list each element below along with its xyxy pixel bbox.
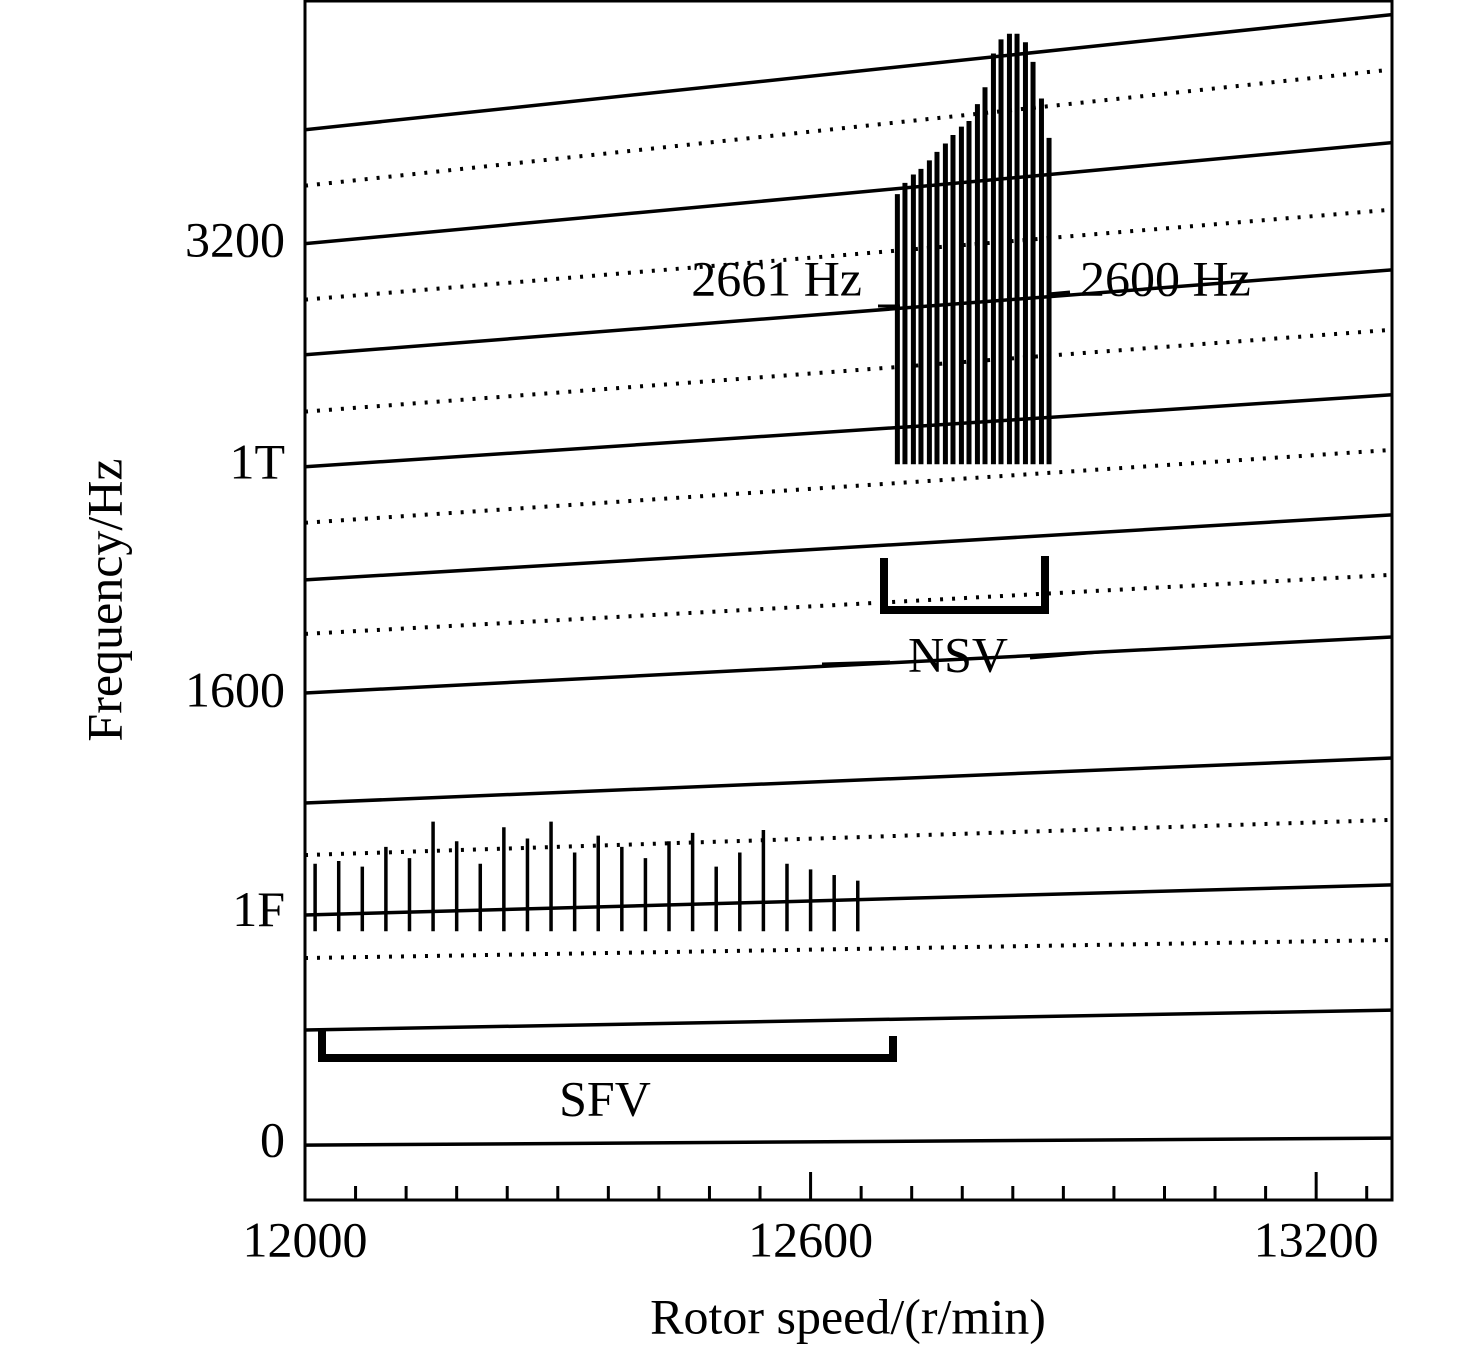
order-line [305,140,1392,246]
order-line [305,513,1392,582]
nsv-bracket [880,556,1049,614]
sfv-bracket [318,1030,897,1062]
order-line [305,393,1392,469]
y-axis-label: Frequency/Hz [76,458,132,741]
annotation: NSV [908,626,1008,682]
order-line [305,883,1392,917]
order-line [305,12,1392,132]
order-line [305,1008,1392,1032]
x-tick-label: 12600 [748,1211,873,1267]
y-tick-label: 0 [260,1112,285,1168]
annotation: SFV [559,1070,651,1126]
y-tick-label: 1F [232,881,285,937]
order-line-dotted [305,207,1392,302]
annotation: 2661 Hz [691,250,862,306]
x-tick-label: 12000 [243,1211,368,1267]
order-line-dotted [305,327,1392,414]
annotation: 2600 Hz [1080,250,1251,306]
order-line [305,1136,1392,1147]
x-axis-label: Rotor speed/(r/min) [650,1288,1046,1344]
order-line [305,635,1392,695]
order-line-dotted [305,572,1392,636]
order-line [305,268,1392,357]
y-tick-label: 1T [229,434,285,490]
x-tick-label: 13200 [1254,1211,1379,1267]
order-line-dotted [305,447,1392,525]
order-line-dotted [305,817,1392,858]
plot-frame [303,0,1394,1202]
y-tick-label: 3200 [185,211,285,267]
order-line [305,756,1392,805]
leader-line [1047,290,1071,296]
order-line-dotted [305,67,1392,188]
y-tick-label: 1600 [185,661,285,717]
order-line-dotted [305,938,1392,961]
